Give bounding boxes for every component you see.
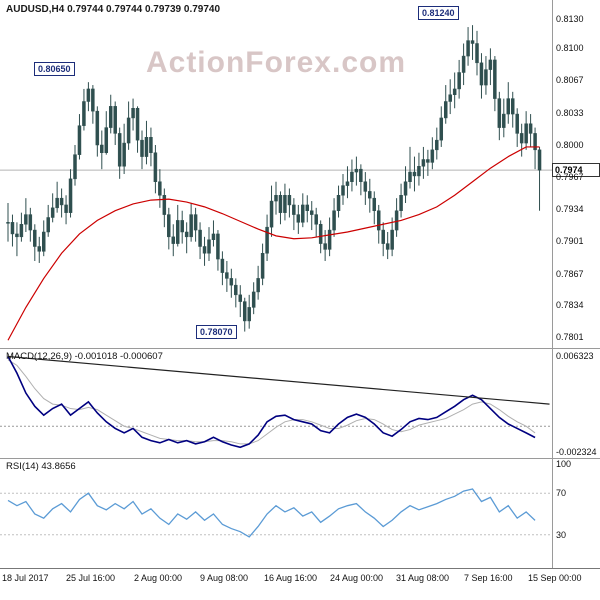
macd-signal-line xyxy=(7,359,536,445)
timebar-separator xyxy=(0,568,600,569)
rsi-line xyxy=(7,488,536,538)
rsi-axis-label: 70 xyxy=(556,488,567,499)
price-axis-label: 0.7834 xyxy=(556,300,584,311)
price-axis-label: 0.7867 xyxy=(556,268,584,279)
time-axis-label: 7 Sep 16:00 xyxy=(464,573,513,583)
macd-separator xyxy=(0,348,600,349)
price-axis-label: 0.8130 xyxy=(556,14,584,25)
price-axis-label: 0.7934 xyxy=(556,203,584,214)
price-axis-separator xyxy=(552,0,553,568)
price-axis-label: 0.8033 xyxy=(556,108,584,119)
time-axis-label: 25 Jul 16:00 xyxy=(66,573,116,583)
candles xyxy=(6,25,542,332)
time-axis-label: 24 Aug 00:00 xyxy=(330,573,384,583)
rsi-panel: RSI(14) 43.8656 xyxy=(0,458,600,568)
rsi-label: RSI(14) 43.8656 xyxy=(6,461,76,472)
price-axis-label: 0.7967 xyxy=(556,171,584,182)
macd-trendline xyxy=(7,355,550,405)
rsi-plot xyxy=(0,488,552,538)
price-axis-label: 0.7801 xyxy=(556,332,584,343)
time-axis-label: 31 Aug 08:00 xyxy=(396,573,450,583)
time-axis: 18 Jul 2017 25 Jul 16:00 2 Aug 00:00 9 Aug … xyxy=(0,568,600,600)
price-panel: ActionForex.com AUDUSD,H4 0.79744 0.7974… xyxy=(0,4,552,341)
price-annotation-mid: 0.80650 xyxy=(34,62,75,76)
rsi-axis-label: 30 xyxy=(556,529,567,540)
price-axis-label: 0.8000 xyxy=(556,140,584,150)
price-axis-label: 0.8067 xyxy=(556,75,584,86)
rsi-axis-label: 100 xyxy=(556,459,572,469)
macd-label: MACD(12,26,9) -0.001018 -0.000607 xyxy=(6,351,163,362)
rsi-separator xyxy=(0,458,600,459)
price-annotation-high: 0.81240 xyxy=(418,6,459,20)
macd-panel: MACD(12,26,9) -0.001018 -0.000607 xyxy=(0,348,600,458)
price-axis-label: 0.7901 xyxy=(556,235,584,246)
current-price-box: 0.7974 xyxy=(552,163,600,177)
time-axis-label: 9 Aug 08:00 xyxy=(200,573,249,583)
macd-axis-label: 0.006323 xyxy=(556,351,594,362)
time-axis-label: 16 Aug 16:00 xyxy=(264,573,318,583)
price-plot xyxy=(0,25,552,341)
price-axis-label: 0.8100 xyxy=(556,43,584,54)
time-axis-label: 15 Sep 00:00 xyxy=(528,573,582,583)
chart-header: AUDUSD,H4 0.79744 0.79744 0.79739 0.7974… xyxy=(6,4,221,15)
macd-axis-label: -0.002324 xyxy=(556,446,597,457)
time-axis-label: 18 Jul 2017 xyxy=(2,573,49,583)
time-axis-label: 2 Aug 00:00 xyxy=(134,573,183,583)
price-annotation-low: 0.78070 xyxy=(196,325,237,339)
macd-plot xyxy=(0,355,552,449)
ma-line xyxy=(7,146,540,341)
macd-main-line xyxy=(7,356,536,449)
